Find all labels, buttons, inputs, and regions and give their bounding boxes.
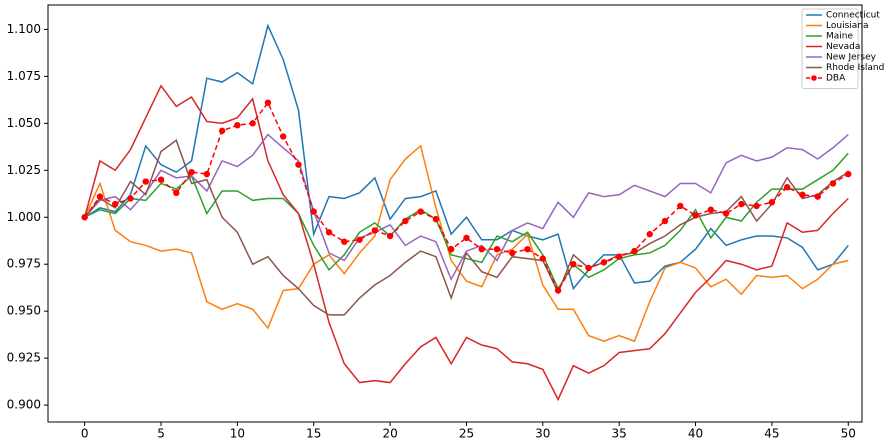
series-marker: [829, 180, 837, 187]
series-marker: [661, 217, 669, 225]
series-line: [84, 133, 849, 281]
x-tick-label: 50: [841, 427, 856, 439]
x-tick-label: 25: [459, 427, 474, 439]
series-marker: [845, 170, 852, 178]
y-tick-label: 1.025: [7, 163, 41, 177]
series-marker: [509, 249, 516, 257]
series-marker: [539, 255, 547, 262]
series-marker: [157, 176, 165, 183]
y-tick-label: 0.925: [7, 351, 41, 365]
legend-label: Nevada: [826, 42, 860, 52]
series-marker: [234, 122, 241, 129]
series-marker: [249, 120, 256, 127]
series-marker: [722, 210, 730, 217]
legend-label: Louisiana: [826, 21, 869, 31]
series-marker: [493, 245, 501, 253]
legend-frame: [801, 8, 859, 89]
series-marker: [417, 208, 424, 215]
series-marker: [356, 236, 363, 243]
legend-label: Rhode Island: [826, 63, 884, 73]
series-marker: [127, 195, 134, 202]
series-marker: [447, 245, 455, 253]
series-marker: [279, 133, 287, 140]
series-marker: [111, 200, 119, 208]
series-marker: [692, 212, 699, 219]
y-tick-label: 0.975: [7, 257, 41, 271]
series-marker: [142, 178, 149, 185]
series-marker: [570, 261, 577, 268]
x-tick-label: 10: [230, 427, 245, 439]
series-line: [83, 84, 849, 402]
legend-label: New Jersey: [826, 53, 877, 63]
series-marker: [524, 245, 531, 253]
x-tick-label: 45: [764, 427, 779, 439]
y-tick-label: 1.075: [7, 69, 41, 83]
series-marker: [554, 287, 562, 294]
series-marker: [600, 259, 608, 266]
y-tick-label: 1.100: [7, 22, 41, 36]
series-marker: [753, 202, 760, 210]
y-tick-label: 1.050: [7, 116, 41, 130]
series-marker: [768, 199, 776, 206]
plot-frame: [47, 4, 863, 423]
x-tick-label: 5: [157, 427, 165, 439]
series-marker: [799, 191, 806, 198]
series-marker: [783, 184, 791, 191]
legend-label: Maine: [826, 32, 853, 42]
series-line: [84, 101, 849, 293]
y-tick-label: 0.900: [7, 398, 41, 412]
series-marker: [646, 230, 653, 238]
x-tick-label: 30: [535, 427, 550, 439]
x-tick-label: 40: [688, 427, 703, 439]
series-marker: [814, 193, 821, 200]
legend-label: Connecticut: [826, 11, 880, 21]
series-marker: [386, 232, 394, 240]
series-marker: [96, 193, 104, 200]
series-marker: [173, 189, 180, 197]
series-marker: [738, 200, 745, 208]
series-marker: [264, 99, 272, 106]
x-tick-label: 20: [382, 427, 397, 439]
series-marker: [341, 238, 348, 245]
series-marker: [325, 229, 333, 236]
series-marker: [203, 170, 211, 178]
series-marker: [371, 227, 379, 234]
series-marker: [402, 217, 409, 225]
series-marker: [707, 206, 715, 213]
y-tick-label: 0.950: [7, 304, 41, 318]
series-marker: [615, 253, 623, 260]
series-marker: [585, 264, 592, 272]
series-marker: [677, 202, 684, 210]
series-line: [84, 23, 849, 291]
series-marker: [432, 215, 440, 223]
series-line: [84, 152, 849, 291]
legend-marker: [811, 75, 817, 81]
series-marker: [188, 168, 195, 176]
series-marker: [218, 127, 226, 135]
x-tick-label: 15: [306, 427, 321, 439]
series-marker: [463, 234, 470, 242]
x-tick-label: 0: [81, 427, 89, 439]
legend-label: DBA: [826, 74, 846, 84]
series-marker: [310, 208, 317, 215]
series-line: [83, 144, 849, 343]
series-marker: [295, 161, 302, 168]
series-marker: [81, 214, 88, 221]
series-marker: [631, 247, 638, 255]
y-tick-label: 1.000: [7, 210, 41, 224]
x-tick-label: 35: [612, 427, 627, 439]
series-marker: [478, 245, 485, 253]
